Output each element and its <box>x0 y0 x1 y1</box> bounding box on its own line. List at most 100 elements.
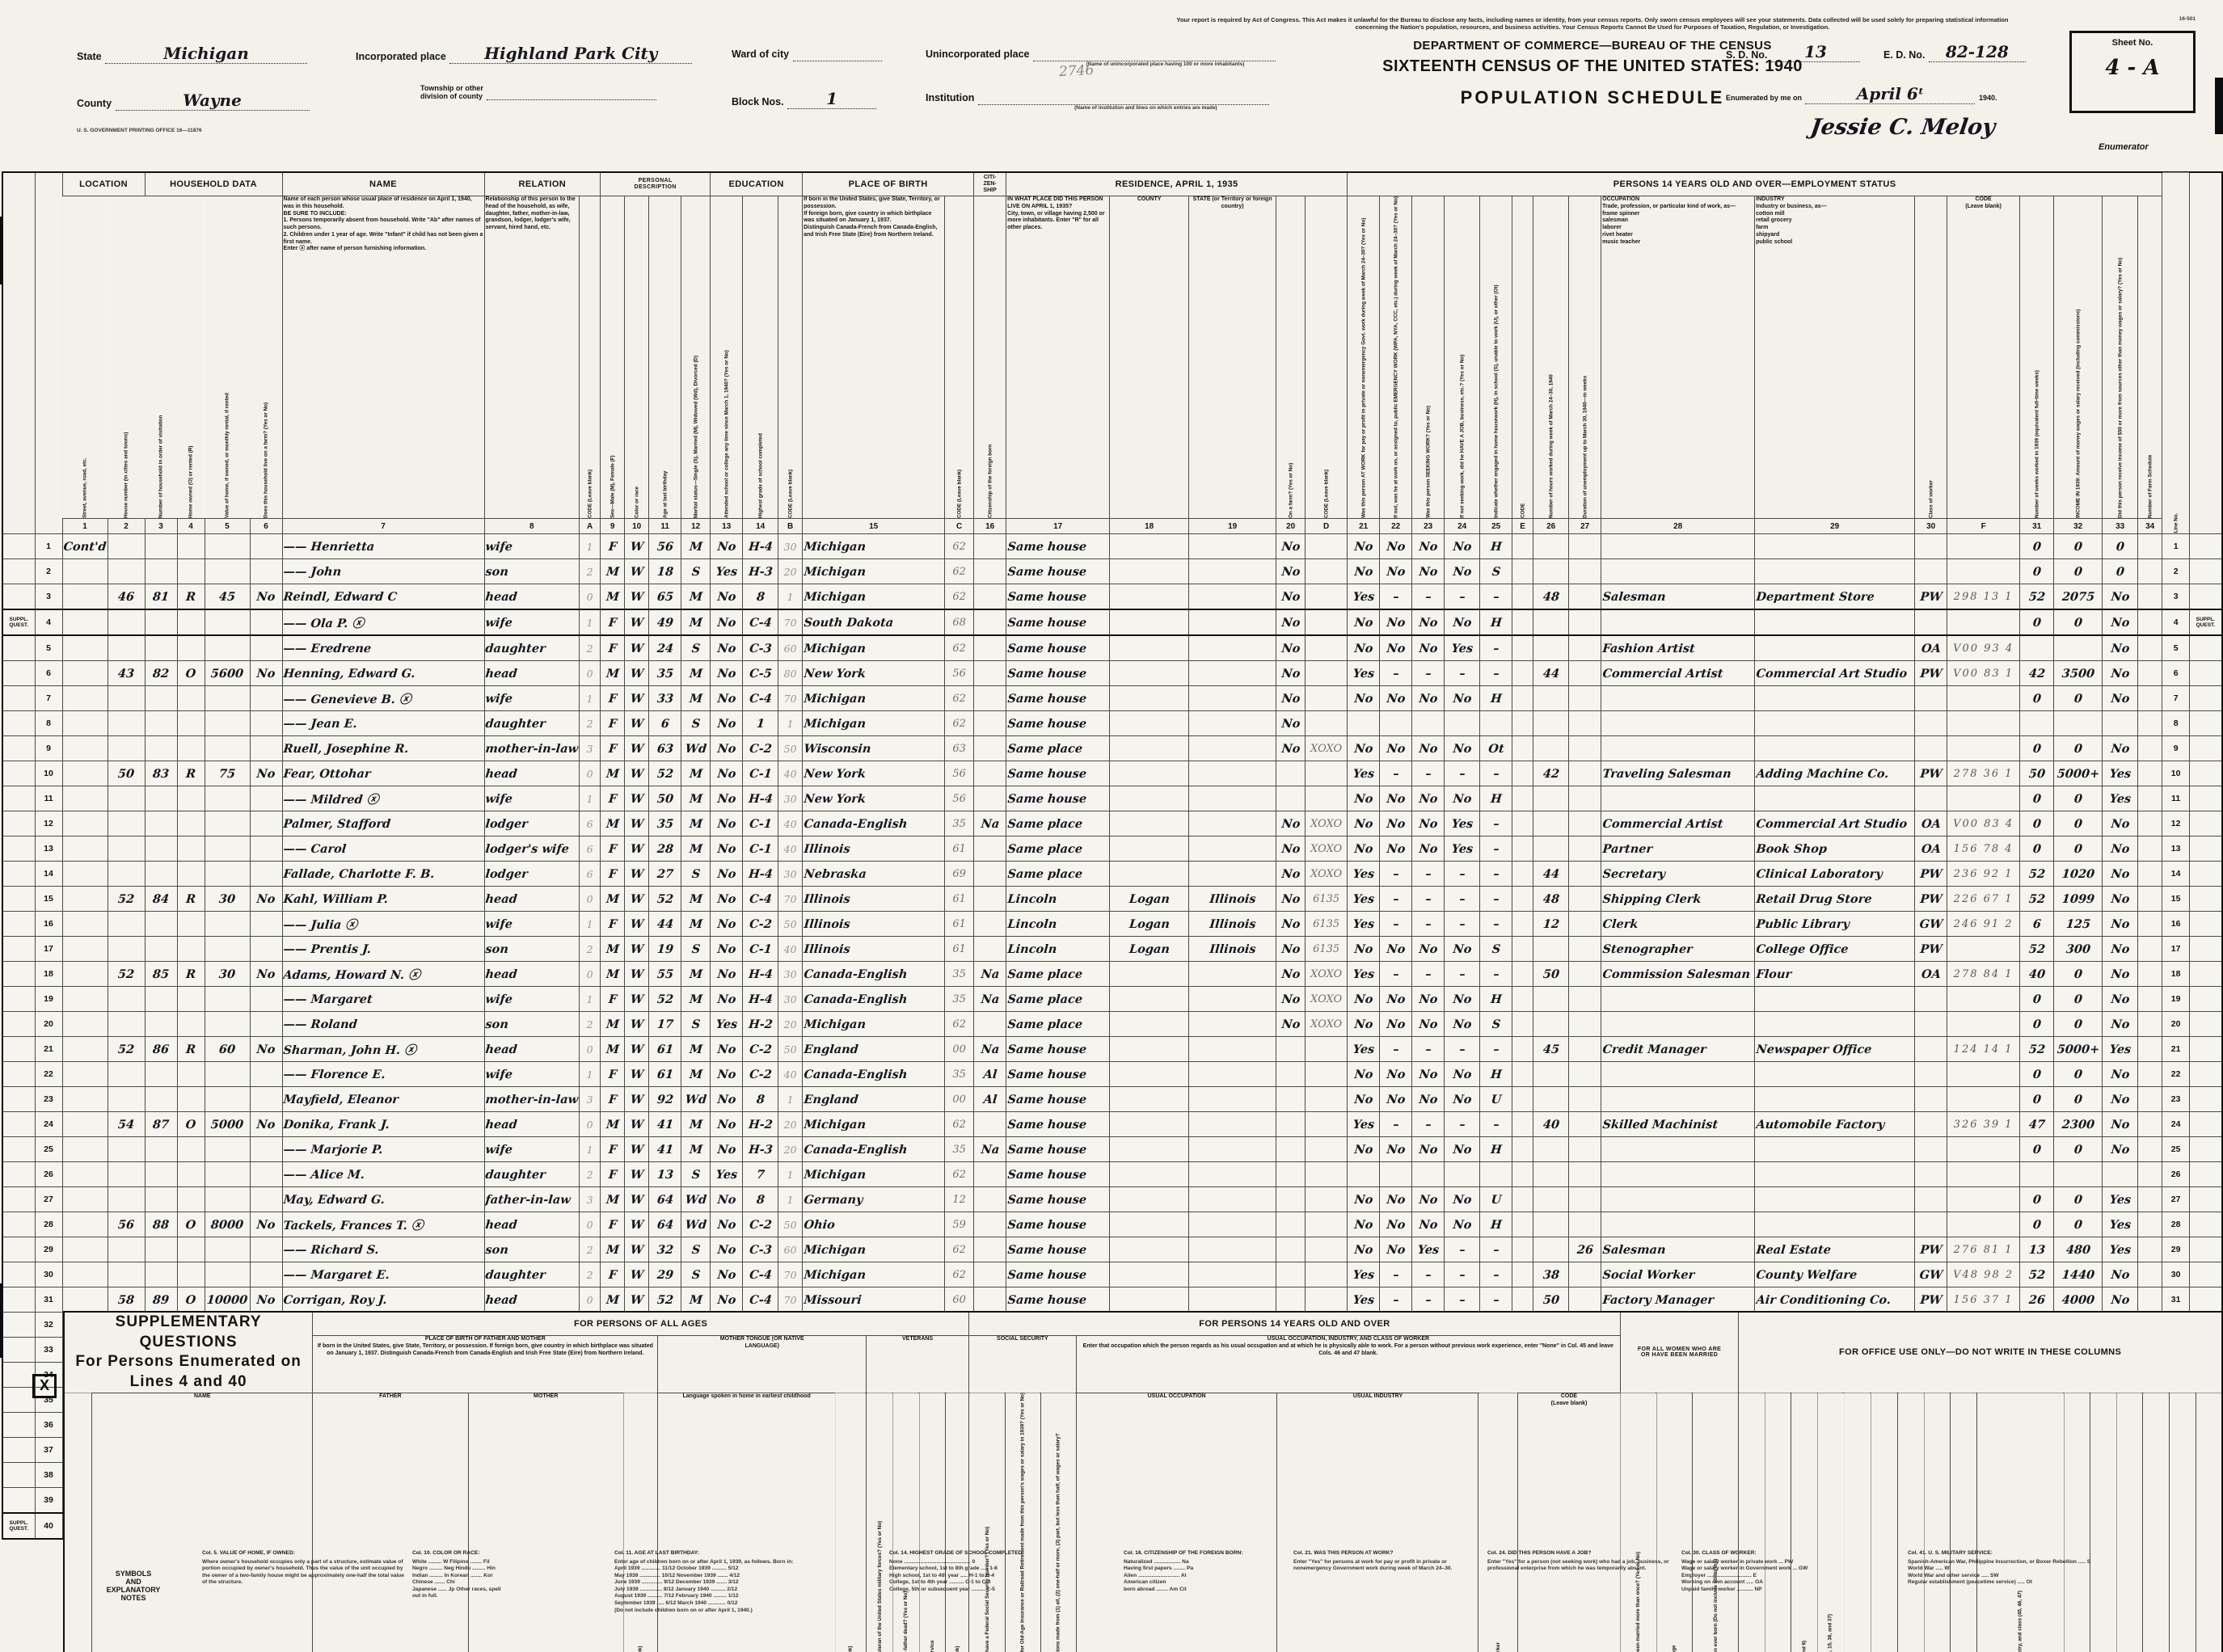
cell-citizenship <box>972 1237 1007 1262</box>
cell-code-f <box>1947 1086 2021 1113</box>
cell-line-no-left: 36 <box>34 1412 63 1439</box>
cell-code-f: V00 83 1 <box>1947 660 2021 687</box>
cell-owned-rented <box>175 685 206 711</box>
cell-attended-school: No <box>709 961 744 987</box>
header-place-of-birth: PLACE OF BIRTH <box>802 171 975 196</box>
cell-code-f <box>1947 1061 2021 1088</box>
person-row: 20 —— Roland son 2 M W 17 S Yes H-2 20 Michigan 62 Sa… <box>2 1011 2223 1038</box>
cell-industry: Newspaper Office <box>1753 1036 1916 1062</box>
cell-highest-grade: H-4 <box>741 861 779 887</box>
cell-place-of-birth: Illinois <box>801 911 946 937</box>
cell-line-no-left: 37 <box>34 1437 63 1464</box>
cell-seeking-work: No <box>1411 685 1445 711</box>
cell-unemployment-weeks <box>1567 685 1602 711</box>
cell-other-income: No <box>2101 936 2139 962</box>
cell-color-race: W <box>623 1136 650 1162</box>
cell-other-income: Yes <box>2101 761 2139 786</box>
cell-line-no-left: 14 <box>34 861 63 887</box>
col-desc-farm-schedule: Number of Farm Schedule <box>2137 196 2162 519</box>
supp-mount-grid: SUPPLEMENTARY QUESTIONS For Persons Enum… <box>63 1311 2223 1652</box>
cell-marital-status: S <box>680 635 712 661</box>
cell-color-race: W <box>623 533 650 559</box>
cell-class-of-worker: PW <box>1913 861 1948 887</box>
cell-owned-rented: O <box>175 1287 206 1313</box>
cell-code-d <box>1305 1287 1348 1313</box>
cell-at-work: No <box>1346 1011 1381 1037</box>
cell-owned-rented <box>175 1136 206 1162</box>
cell-relation: wife <box>483 1061 580 1087</box>
cell-at-work: Yes <box>1346 1111 1381 1137</box>
cell-code-b: 70 <box>778 1287 804 1313</box>
cell-at-work: Yes <box>1346 886 1381 912</box>
cell-code-e <box>1512 1287 1534 1313</box>
cell-farm-household: No <box>248 660 284 686</box>
cell-sex: M <box>599 558 626 584</box>
cell-hours-worked: 42 <box>1532 761 1570 786</box>
cell-household-number <box>143 685 179 711</box>
county-field: County Wayne <box>77 91 310 111</box>
cell-code-b: 20 <box>778 1136 804 1163</box>
cell-wages-1939: 0 <box>2052 609 2104 636</box>
cell-occupation: Salesman <box>1600 1237 1756 1262</box>
cell-owned-rented <box>175 861 206 887</box>
cell-supp-marker <box>2 786 36 812</box>
cell-state-1935 <box>1187 685 1277 711</box>
cell-state-1935 <box>1187 1186 1277 1212</box>
cell-code-e <box>1512 735 1534 762</box>
cell-highest-grade: C-4 <box>741 685 779 711</box>
cell-name: Tackels, Frances T. ⓧ <box>281 1212 486 1237</box>
col-desc-engaged-in: Indicate whether engaged in home housewo… <box>1479 196 1512 519</box>
cell-unemployment-weeks <box>1567 1186 1602 1212</box>
schedule-title: POPULATION SCHEDULE <box>1460 87 1725 107</box>
cell-supp-marker <box>2 584 36 610</box>
cell-occupation: Stenographer <box>1600 936 1756 962</box>
cell-owned-rented: R <box>175 761 206 786</box>
block-label: Block Nos. <box>732 96 784 107</box>
note-body: White ......... W Filipino ........ Fil … <box>412 1558 501 1599</box>
cell-citizenship <box>972 558 1007 584</box>
cell-sex: M <box>599 1036 626 1062</box>
col-desc-mother-tongue: Language spoken in home in earliest chil… <box>657 1392 836 1652</box>
person-row: 1 Cont'd —— Henrietta wife 1 F W 56 M No H-4 30 Mich… <box>2 533 2223 560</box>
cell-occupation: Secretary <box>1600 861 1756 887</box>
cell-line-no-left: 21 <box>34 1036 63 1063</box>
cell-marital-status: Wd <box>680 1186 711 1212</box>
cell-highest-grade: H-3 <box>741 558 779 584</box>
cell-farm-1935 <box>1275 1287 1306 1313</box>
cell-color-race: W <box>623 558 650 584</box>
cell-sex: F <box>599 986 626 1012</box>
header-location: LOCATION <box>61 171 146 196</box>
cell-house-number <box>106 1061 146 1087</box>
cell-owned-rented <box>175 811 206 837</box>
cell-line-no-left: 19 <box>34 986 63 1013</box>
cell-code-e <box>1512 861 1534 887</box>
cell-code-f <box>1947 710 2021 737</box>
cell-farm-household <box>248 735 284 761</box>
col-num-class-of-worker: 30 <box>1914 518 1948 535</box>
cell-supp-marker <box>2 634 36 662</box>
cell-farm-1935: No <box>1275 685 1306 711</box>
header-place-of-birth-of-father-and-m: PLACE OF BIRTH OF FATHER AND MOTHER If b… <box>312 1335 659 1393</box>
cell-county-1935 <box>1108 861 1190 887</box>
cell-class-of-worker: PW <box>1913 1237 1948 1262</box>
cell-line-no-left: 17 <box>34 936 63 963</box>
cell-line-no-left: 29 <box>34 1237 63 1263</box>
cell-had-job: No <box>1443 1086 1481 1112</box>
cell-county-1935 <box>1108 558 1190 584</box>
cell-attended-school: Yes <box>709 1011 744 1037</box>
cell-class-of-worker: OA <box>1913 811 1948 837</box>
cell-street <box>61 1212 109 1237</box>
col-desc-name: Name of each person whose usual place of… <box>281 195 485 520</box>
cell-county-1935 <box>1108 660 1190 686</box>
cell-code-e <box>1512 634 1534 662</box>
cell-line-no-left: 20 <box>34 1011 63 1038</box>
cell-highest-grade: H-2 <box>741 1011 779 1037</box>
cell-home-value <box>203 786 251 811</box>
cell-supp-marker-right <box>2189 1262 2223 1288</box>
cell-age: 49 <box>647 609 683 636</box>
cell-relation: head <box>483 761 580 786</box>
cell-name: —— Marjorie P. <box>281 1136 486 1162</box>
header-household-data: HOUSEHOLD DATA <box>144 171 283 196</box>
cell-industry <box>1753 635 1917 661</box>
cell-supp-marker <box>2 811 36 837</box>
